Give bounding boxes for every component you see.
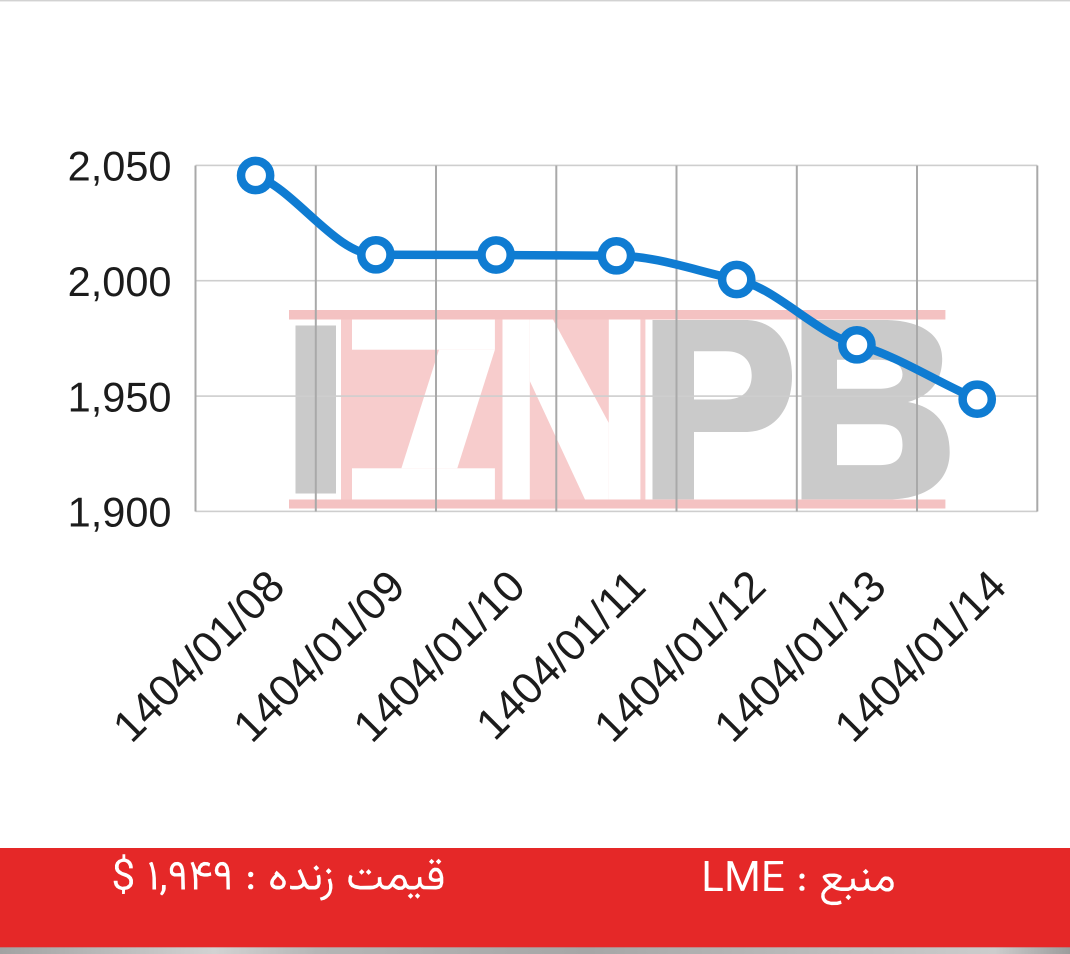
svg-text:1,900: 1,900 <box>68 489 172 536</box>
svg-text:2,000: 2,000 <box>68 258 172 305</box>
svg-text:1,950: 1,950 <box>68 373 172 420</box>
svg-text:2,050: 2,050 <box>68 143 172 190</box>
